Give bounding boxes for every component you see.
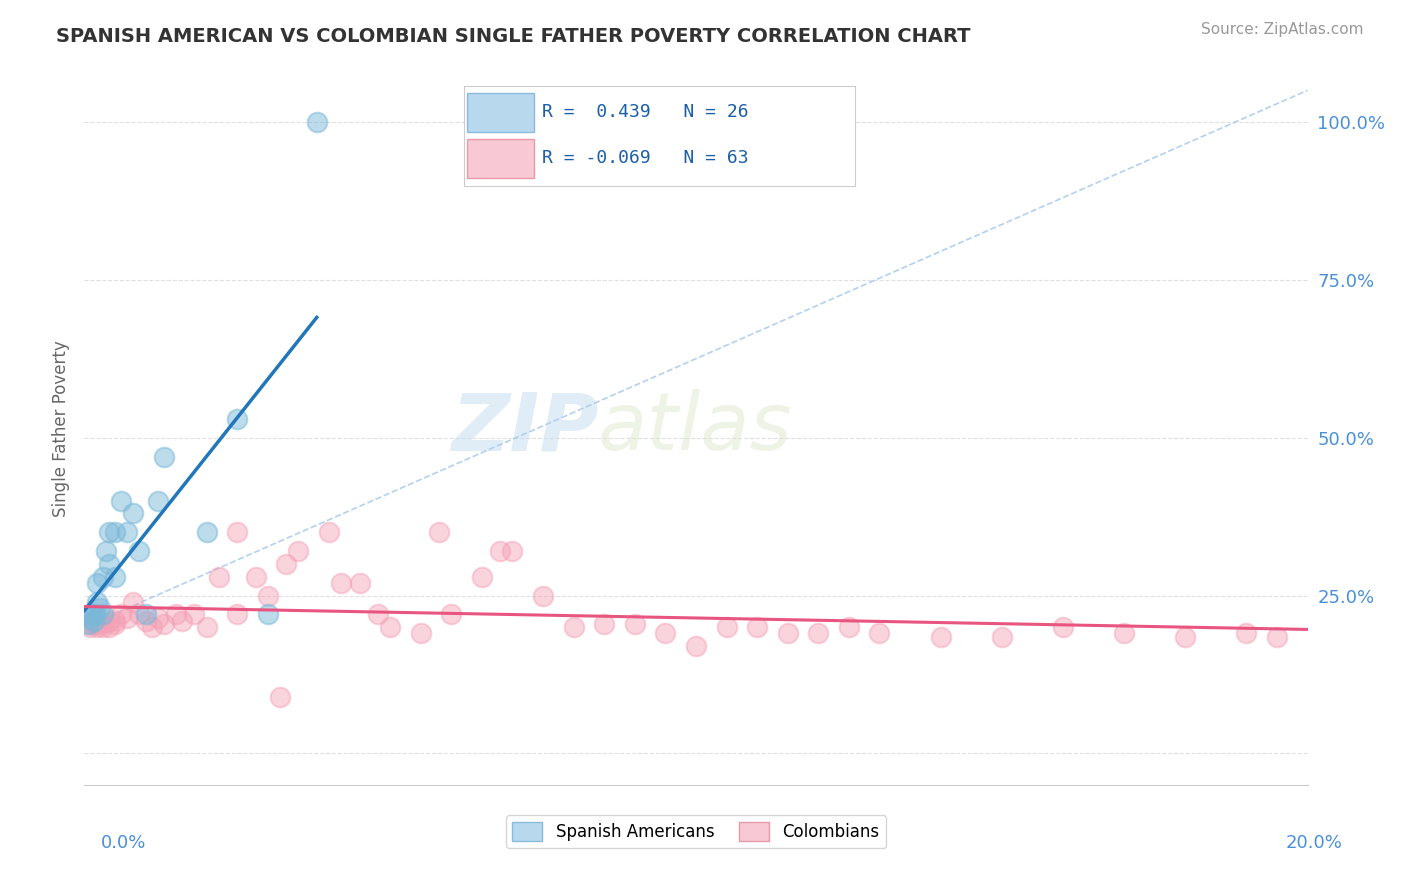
- Point: [183, 607, 205, 622]
- Point: [269, 690, 291, 704]
- Point: [97, 525, 120, 540]
- Point: [97, 557, 120, 571]
- Point: [89, 614, 111, 628]
- Point: [153, 616, 176, 631]
- Point: [349, 575, 371, 590]
- Point: [110, 493, 132, 508]
- Point: [208, 569, 231, 583]
- Point: [91, 607, 114, 622]
- Legend: Spanish Americans, Colombians: Spanish Americans, Colombians: [506, 815, 886, 848]
- Point: [104, 616, 127, 631]
- Point: [489, 544, 512, 558]
- Point: [807, 626, 830, 640]
- Point: [79, 620, 101, 634]
- Point: [110, 607, 132, 622]
- Text: Source: ZipAtlas.com: Source: ZipAtlas.com: [1201, 22, 1364, 37]
- Point: [440, 607, 463, 622]
- Point: [869, 626, 891, 640]
- Point: [929, 630, 952, 644]
- Point: [287, 544, 309, 558]
- Point: [367, 607, 389, 622]
- Point: [135, 607, 157, 622]
- Point: [86, 595, 108, 609]
- Point: [94, 544, 117, 558]
- Point: [226, 525, 249, 540]
- Y-axis label: Single Father Poverty: Single Father Poverty: [52, 340, 70, 516]
- Point: [104, 569, 127, 583]
- Point: [838, 620, 860, 634]
- Point: [128, 607, 150, 622]
- Text: atlas: atlas: [598, 389, 793, 467]
- Point: [318, 525, 340, 540]
- Point: [502, 544, 524, 558]
- Point: [79, 610, 101, 624]
- Point: [86, 575, 108, 590]
- Point: [122, 595, 145, 609]
- Point: [380, 620, 402, 634]
- Point: [91, 620, 114, 634]
- Point: [1052, 620, 1074, 634]
- Point: [86, 620, 108, 634]
- Point: [471, 569, 494, 583]
- Point: [146, 493, 169, 508]
- Point: [97, 620, 120, 634]
- Point: [195, 620, 218, 634]
- Point: [80, 607, 103, 622]
- Point: [122, 507, 145, 521]
- Point: [654, 626, 676, 640]
- Point: [83, 614, 105, 628]
- Point: [97, 614, 120, 628]
- Point: [1236, 626, 1258, 640]
- Point: [245, 569, 267, 583]
- Point: [257, 589, 280, 603]
- Point: [1114, 626, 1136, 640]
- Point: [1174, 630, 1197, 644]
- Point: [141, 620, 163, 634]
- Point: [79, 614, 101, 628]
- Text: 0.0%: 0.0%: [101, 834, 146, 852]
- Point: [89, 601, 111, 615]
- Point: [257, 607, 280, 622]
- Point: [83, 616, 105, 631]
- Point: [593, 616, 616, 631]
- Point: [115, 525, 138, 540]
- Point: [153, 450, 176, 464]
- Text: ZIP: ZIP: [451, 389, 598, 467]
- Point: [1265, 630, 1288, 644]
- Point: [84, 607, 107, 622]
- Point: [146, 610, 169, 624]
- Point: [409, 626, 432, 640]
- Point: [172, 614, 194, 628]
- Point: [330, 575, 353, 590]
- Text: 20.0%: 20.0%: [1286, 834, 1343, 852]
- Point: [86, 616, 108, 631]
- Point: [104, 614, 127, 628]
- Point: [91, 569, 114, 583]
- Point: [427, 525, 450, 540]
- Point: [76, 616, 98, 631]
- Point: [104, 525, 127, 540]
- Point: [128, 544, 150, 558]
- Point: [115, 610, 138, 624]
- Point: [226, 607, 249, 622]
- Point: [226, 411, 249, 425]
- Point: [531, 589, 554, 603]
- Point: [135, 614, 157, 628]
- Point: [747, 620, 769, 634]
- Point: [91, 616, 114, 631]
- Point: [624, 616, 647, 631]
- Point: [77, 616, 100, 631]
- Point: [195, 525, 218, 540]
- Point: [562, 620, 585, 634]
- Point: [165, 607, 187, 622]
- Point: [685, 639, 707, 653]
- Point: [776, 626, 799, 640]
- Point: [276, 557, 298, 571]
- Point: [716, 620, 738, 634]
- Text: SPANISH AMERICAN VS COLOMBIAN SINGLE FATHER POVERTY CORRELATION CHART: SPANISH AMERICAN VS COLOMBIAN SINGLE FAT…: [56, 27, 970, 45]
- Point: [305, 115, 328, 129]
- Point: [991, 630, 1014, 644]
